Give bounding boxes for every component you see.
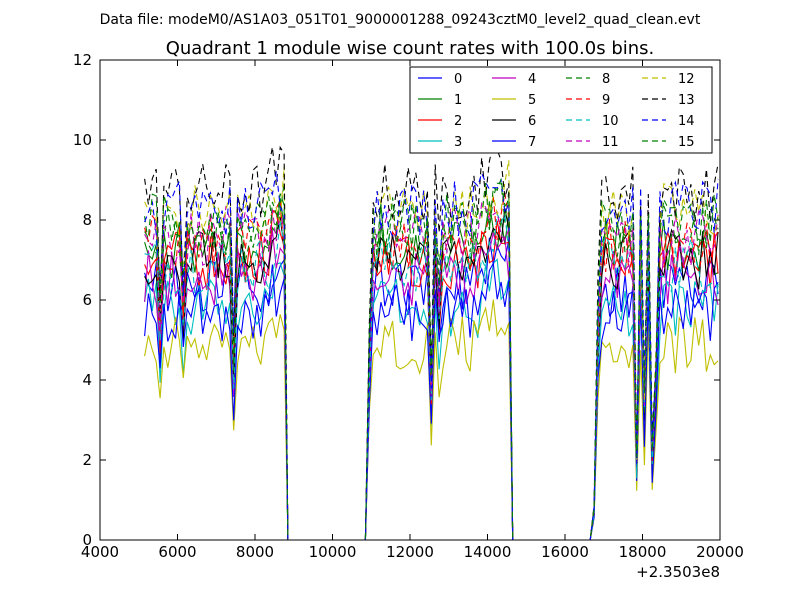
legend-label-0: 0 (454, 72, 462, 87)
series-layer (144, 141, 719, 540)
series-line-7 (144, 261, 719, 540)
legend-label-8: 8 (602, 72, 610, 87)
legend-label-4: 4 (528, 72, 536, 87)
series-line-11 (144, 202, 719, 540)
x-tick-label: 18000 (619, 543, 667, 561)
x-tick-label: 12000 (386, 543, 434, 561)
y-tick-label: 2 (82, 451, 92, 469)
y-tick-label: 10 (73, 131, 92, 149)
x-tick-label: 20000 (696, 543, 744, 561)
series-line-14 (144, 171, 719, 540)
y-tick-label: 8 (82, 211, 92, 229)
legend-label-10: 10 (602, 114, 619, 129)
legend-label-6: 6 (528, 114, 536, 129)
series-line-9 (144, 193, 719, 540)
legend-frame (409, 66, 713, 154)
legend-label-11: 11 (602, 135, 619, 150)
legend-label-12: 12 (678, 72, 695, 87)
y-tick-label: 0 (82, 531, 92, 549)
series-line-5 (144, 299, 719, 540)
legend-label-15: 15 (678, 135, 695, 150)
chart-suptitle: Data file: modeM0/AS1A03_051T01_90000012… (100, 12, 701, 28)
x-tick-label: 14000 (464, 543, 512, 561)
y-tick-label: 12 (73, 51, 92, 69)
chart-title: Quadrant 1 module wise count rates with … (166, 38, 655, 59)
x-tick-label: 6000 (158, 543, 196, 561)
series-line-10 (144, 211, 719, 540)
y-tick-label: 4 (82, 371, 92, 389)
x-tick-label: 8000 (236, 543, 274, 561)
legend-label-3: 3 (454, 135, 462, 150)
legend-label-14: 14 (678, 114, 695, 129)
legend-label-2: 2 (454, 114, 462, 129)
legend-label-1: 1 (454, 93, 462, 108)
legend-label-5: 5 (528, 93, 536, 108)
x-axis: 4000 6000 8000 10000 12000 14000 16000 18000 200… (81, 60, 744, 561)
x-tick-label: 4000 (81, 543, 119, 561)
legend-label-9: 9 (602, 93, 610, 108)
y-tick-label: 6 (82, 291, 92, 309)
x-tick-label: 16000 (541, 543, 589, 561)
x-offset-label: +2.3503e8 (636, 563, 720, 581)
legend-label-7: 7 (528, 135, 536, 150)
series-line-3 (144, 258, 719, 540)
x-tick-label: 10000 (309, 543, 357, 561)
legend-label-13: 13 (678, 93, 695, 108)
